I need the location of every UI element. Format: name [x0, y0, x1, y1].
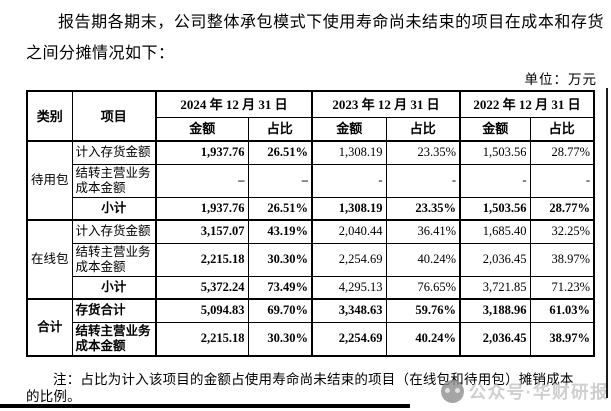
category-cell: 待用包 [26, 140, 73, 221]
ratio-cell: 59.76% [385, 298, 461, 323]
amount-cell: – [155, 163, 249, 198]
header-row-dates: 类别 项目 2024 年 12 月 31 日 2023 年 12 月 31 日 2022… [26, 90, 595, 142]
ratio-cell: - [529, 163, 595, 198]
unit-label: 单位：万元 [524, 72, 597, 87]
page-right-rule [606, 88, 608, 398]
amount-cell: 3,348.63 [311, 298, 387, 323]
amount-cell: 1,503.56 [459, 196, 531, 221]
item-label-cell: 计入存货金额 [71, 140, 157, 165]
footnote-line-1: 注：占比为计入该项目的金额占使用寿命尚未结束的项目（在线包和待用包）摊销成本 [53, 372, 574, 387]
amount-cell: 1,937.76 [155, 196, 249, 221]
amount-cell: 1,503.56 [459, 140, 531, 165]
ratio-cell: - [385, 163, 461, 198]
amount-cell: 2,040.44 [311, 219, 387, 244]
footnote: 注：占比为计入该项目的金额占使用寿命尚未结束的项目（在线包和待用包）摊销成本 的… [26, 371, 604, 405]
col-header-date: 2023 年 12 月 31 日 [311, 90, 461, 118]
ratio-cell: 30.30% [247, 321, 313, 356]
amount-cell: 1,308.19 [311, 140, 387, 165]
table-row: 合计 存货合计 5,094.83 69.70% 3,348.63 59.76% 3,188.… [26, 298, 595, 356]
amount-cell: 2,254.69 [311, 321, 387, 356]
item-label-cell: 结转主营业务成本金额 [71, 321, 157, 356]
col-header-category: 类别 [26, 90, 73, 142]
ratio-cell: 38.97% [529, 242, 595, 277]
ratio-cell: 71.23% [529, 275, 595, 300]
col-header-date: 2024 年 12 月 31 日 [155, 90, 313, 118]
amount-cell: 2,036.45 [459, 321, 531, 356]
ratio-cell: 61.03% [529, 298, 595, 323]
ratio-cell: 73.49% [247, 275, 313, 300]
category-cell: 合计 [26, 298, 73, 356]
ratio-cell: 40.24% [385, 321, 461, 356]
ratio-cell: 28.77% [529, 196, 595, 221]
header-row-metrics: 金额 占比 金额 占比 金额 占比 [27, 116, 595, 142]
ratio-cell: 26.51% [247, 196, 313, 221]
footnote-line-2: 的比例。 [26, 389, 81, 404]
col-header-amount: 金额 [155, 116, 249, 142]
item-label-cell: 结转主营业务成本金额 [71, 242, 157, 277]
ratio-cell: 69.70% [247, 298, 313, 323]
item-label-cell: 小计 [71, 275, 157, 300]
amount-cell: 5,372.24 [155, 275, 249, 300]
amount-cell: 1,308.19 [311, 196, 387, 221]
ratio-cell: 40.24% [385, 242, 461, 277]
table-row: 结转主营业务成本金额 – – - - - - [27, 163, 595, 198]
ratio-cell: 38.97% [529, 321, 595, 356]
table-row: 小计 1,937.76 26.51% 1,308.19 23.35% 1,503.56 28… [27, 196, 595, 221]
next-table-top-border [0, 404, 410, 408]
col-header-ratio: 占比 [385, 116, 461, 142]
col-header-amount: 金额 [311, 116, 387, 142]
ratio-cell: 36.41% [385, 219, 461, 244]
ratio-cell: – [247, 163, 313, 198]
item-label-cell: 小计 [71, 196, 157, 221]
amount-cell: - [311, 163, 387, 198]
category-cell: 在线包 [26, 219, 73, 300]
ratio-cell: 26.51% [247, 140, 313, 165]
amount-cell: 4,295.13 [311, 275, 387, 300]
ratio-cell: 32.25% [529, 219, 595, 244]
amount-cell: 1,685.40 [459, 219, 531, 244]
amount-cell: 2,215.18 [155, 242, 249, 277]
amount-cell: 3,721.85 [459, 275, 531, 300]
table-row: 结转主营业务成本金额 2,215.18 30.30% 2,254.69 40.24% 2,… [27, 321, 595, 356]
table-row: 结转主营业务成本金额 2,215.18 30.30% 2,254.69 40.24% 2,… [27, 242, 595, 277]
col-header-ratio: 占比 [247, 116, 313, 142]
ratio-cell: 23.35% [385, 196, 461, 221]
ratio-cell: 43.19% [247, 219, 313, 244]
item-label-cell: 存货合计 [71, 298, 157, 323]
ratio-cell: 76.65% [385, 275, 461, 300]
item-label-cell: 结转主营业务成本金额 [71, 163, 157, 198]
col-header-amount: 金额 [459, 116, 531, 142]
table-row: 在线包 计入存货金额 3,157.07 43.19% 2,040.44 36.41% 1,6… [26, 219, 595, 300]
table-row: 待用包 计入存货金额 1,937.76 26.51% 1,308.19 23.35% 1,5… [26, 140, 595, 221]
col-header-date: 2022 年 12 月 31 日 [459, 90, 595, 118]
amount-cell: 2,254.69 [311, 242, 387, 277]
amount-cell: - [459, 163, 531, 198]
table-head: 类别 项目 2024 年 12 月 31 日 2023 年 12 月 31 日 2022… [26, 90, 595, 142]
ratio-cell: 23.35% [385, 140, 461, 165]
item-label-cell: 计入存货金额 [71, 219, 157, 244]
col-header-item: 项目 [71, 90, 157, 142]
amount-cell: 3,188.96 [459, 298, 531, 323]
ratio-cell: 28.77% [529, 140, 595, 165]
col-header-ratio: 占比 [529, 116, 595, 142]
intro-paragraph: 报告期各期末，公司整体承包模式下使用寿命尚未结束的项目在成本和存货之间分摊情况如… [26, 14, 604, 62]
table-row: 小计 5,372.24 73.49% 4,295.13 76.65% 3,721.85 71… [27, 275, 595, 300]
cost-inventory-allocation-table: 类别 项目 2024 年 12 月 31 日 2023 年 12 月 31 日 2022… [26, 90, 595, 357]
amount-cell: 2,036.45 [459, 242, 531, 277]
ratio-cell: 30.30% [247, 242, 313, 277]
amount-cell: 1,937.76 [155, 140, 249, 165]
table-body: 待用包 计入存货金额 1,937.76 26.51% 1,308.19 23.35% 1,5… [26, 140, 595, 356]
amount-cell: 2,215.18 [155, 321, 249, 356]
amount-cell: 3,157.07 [155, 219, 249, 244]
amount-cell: 5,094.83 [155, 298, 249, 323]
